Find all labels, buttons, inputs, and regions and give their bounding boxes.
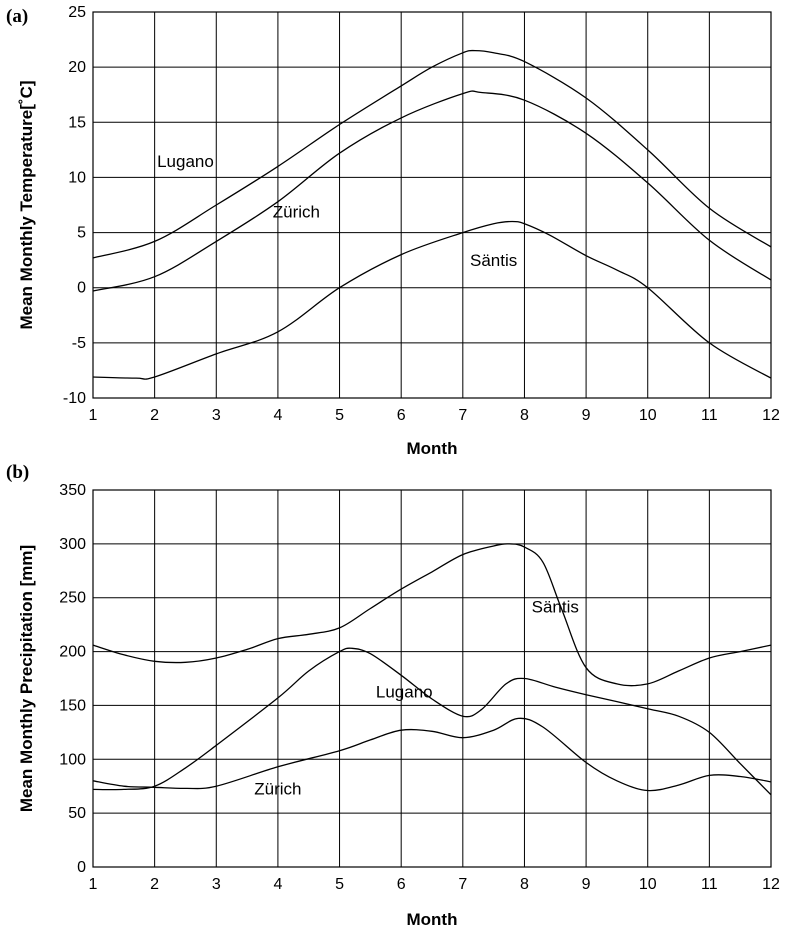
temperature-x-tick-label: 5 (335, 407, 344, 424)
temperature-x-tick-label: 8 (520, 407, 529, 424)
temperature-y-tick-label: 15 (68, 114, 86, 131)
precipitation-grid (92, 489, 772, 868)
precipitation-y-tick-label: 100 (59, 751, 86, 768)
precipitation-x-tick-label: 6 (397, 876, 406, 893)
temperature-x-ticks: 1 2 3 4 5 6 7 8 9 10 11 12 (89, 407, 780, 424)
precipitation-y-tick-label: 250 (59, 590, 86, 607)
precipitation-x-tick-label: 10 (639, 876, 657, 893)
precipitation-series-label-santis: Säntis (532, 597, 579, 616)
temperature-y-tick-label: 25 (68, 4, 86, 21)
precipitation-plot-frame (92, 489, 772, 868)
precipitation-y-tick-label: 50 (68, 805, 86, 822)
temperature-y-tick-label: 10 (68, 169, 86, 186)
temperature-x-tick-label: 9 (582, 407, 591, 424)
precipitation-x-tick-label: 11 (701, 876, 718, 893)
temperature-y-tick-label: 0 (77, 280, 86, 297)
temperature-series-line-lugano (92, 49, 772, 259)
precipitation-x-tick-label: 2 (150, 876, 159, 893)
temperature-series (92, 49, 772, 380)
temperature-x-tick-label: 2 (150, 407, 159, 424)
temperature-series-line-santis (92, 220, 772, 380)
precipitation-series-line-lugano (92, 647, 772, 796)
panel-label-b: (b) (6, 462, 29, 483)
precipitation-y-tick-label: 300 (59, 536, 86, 553)
temperature-y-tick-label: 20 (68, 59, 86, 76)
temperature-series-label-zurich: Zürich (273, 203, 320, 222)
temperature-series-line-zurich (92, 90, 772, 292)
precipitation-x-axis-title: Month (407, 910, 458, 929)
precipitation-x-tick-label: 4 (273, 876, 282, 893)
precipitation-x-tick-label: 12 (762, 876, 780, 893)
precipitation-y-tick-label: 350 (59, 482, 86, 499)
temperature-y-ticks: -10 -5 0 5 10 15 20 25 (63, 4, 86, 407)
temperature-plot-frame (92, 11, 772, 399)
precipitation-y-axis-title: Mean Monthly Precipitation [mm] (17, 545, 36, 812)
temperature-series-label-santis: Säntis (470, 251, 517, 270)
temperature-x-tick-label: 10 (639, 407, 657, 424)
precipitation-x-tick-label: 9 (582, 876, 591, 893)
panel-label-a: (a) (6, 6, 28, 27)
precipitation-x-tick-label: 7 (458, 876, 467, 893)
precipitation-series-labels: Säntis Lugano Zürich (254, 597, 579, 798)
temperature-y-tick-label: -5 (72, 335, 86, 352)
temperature-x-axis-title: Month (407, 439, 458, 458)
temperature-x-tick-label: 6 (397, 407, 406, 424)
precipitation-series (92, 543, 772, 796)
temperature-x-tick-label: 11 (701, 407, 718, 424)
temperature-x-tick-label: 7 (458, 407, 467, 424)
precipitation-series-line-zurich (92, 717, 772, 792)
precipitation-series-label-zurich: Zürich (254, 779, 301, 798)
precipitation-x-tick-label: 3 (212, 876, 221, 893)
temperature-series-label-lugano: Lugano (157, 152, 214, 171)
temperature-x-tick-label: 12 (762, 407, 780, 424)
precipitation-x-tick-label: 1 (89, 876, 98, 893)
temperature-y-axis-title: Mean Monthly Temperature[˚C] (17, 80, 36, 329)
precipitation-x-tick-label: 5 (335, 876, 344, 893)
temperature-x-tick-label: 4 (273, 407, 282, 424)
precipitation-series-line-santis (92, 543, 772, 687)
precipitation-y-tick-label: 0 (77, 859, 86, 876)
precipitation-y-ticks: 0 50 100 150 200 250 300 350 (59, 482, 86, 876)
precipitation-series-label-lugano: Lugano (376, 682, 433, 701)
temperature-x-tick-label: 1 (89, 407, 98, 424)
temperature-y-tick-label: 5 (77, 225, 86, 242)
precipitation-x-tick-label: 8 (520, 876, 529, 893)
temperature-x-tick-label: 3 (212, 407, 221, 424)
precipitation-y-tick-label: 200 (59, 644, 86, 661)
precipitation-y-tick-label: 150 (59, 697, 86, 714)
temperature-y-tick-label: -10 (63, 390, 86, 407)
precipitation-x-ticks: 1 2 3 4 5 6 7 8 9 10 11 12 (89, 876, 780, 893)
temperature-series-labels: Lugano Zürich Säntis (157, 152, 517, 270)
temperature-grid (92, 11, 772, 399)
